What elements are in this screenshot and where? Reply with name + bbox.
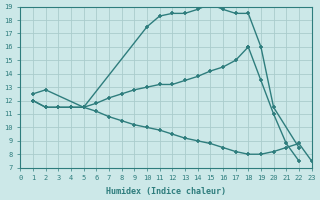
X-axis label: Humidex (Indice chaleur): Humidex (Indice chaleur) — [106, 187, 226, 196]
